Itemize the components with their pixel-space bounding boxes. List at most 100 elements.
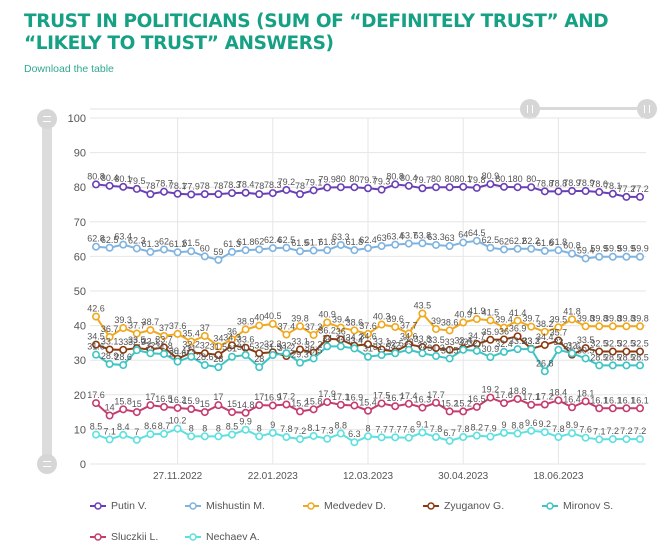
data-label: 33 [445,337,455,347]
data-label: 17.9 [318,389,336,399]
legend-item[interactable]: Zyuganov G. [423,500,504,512]
legend-item[interactable]: Medvedev D. [303,500,386,512]
legend-item[interactable]: Mishustin M. [185,500,265,512]
legend-item[interactable]: Sluczkii L. [90,531,158,543]
data-point [567,429,576,438]
legend-label: Mishustin M. [206,500,265,512]
data-label: 28 [213,354,223,364]
data-label: 40.9 [318,309,336,319]
range-slider-end-handle-icon[interactable] [637,99,657,119]
data-point [336,429,345,438]
data-label: 32 [567,340,577,350]
data-point [431,433,440,442]
data-point [132,184,141,193]
data-label: 63.3 [427,232,445,242]
data-point [200,408,209,417]
data-label: 7.6 [403,425,416,435]
data-point [323,398,332,407]
data-point [295,435,304,444]
data-point [173,424,182,433]
data-point [581,187,590,196]
data-label: 16.5 [155,394,173,404]
data-label: 43.5 [414,300,432,310]
data-label: 33.2 [522,336,540,346]
range-slider-start-handle-icon[interactable] [520,99,540,119]
data-point [228,408,237,417]
data-label: 7.2 [294,426,307,436]
vertical-range-slider-track[interactable] [42,118,52,464]
data-point [622,347,631,356]
data-label: 39.8 [291,313,309,323]
data-label: 62.5 [278,235,296,245]
data-point [391,180,400,189]
data-label: 17 [254,392,264,402]
data-point [105,360,114,369]
data-label: 10.2 [169,416,187,426]
data-label: 17 [145,392,155,402]
data-label: 80.1 [114,174,132,184]
vertical-slider-top-handle-icon[interactable] [37,109,57,129]
data-label: 31.6 [563,342,581,352]
y-tick-label: 50 [74,286,86,298]
data-point [173,329,182,338]
data-point [499,323,508,332]
data-point [445,407,454,416]
data-point [309,246,318,255]
data-point [350,401,359,410]
y-tick-label: 30 [74,355,86,367]
legend-item[interactable]: Nechaev A. [185,531,260,543]
data-label: 7.2 [620,426,633,436]
data-point [187,352,196,361]
download-table-link[interactable]: Download the table [24,63,114,75]
data-label: 36.9 [509,323,527,333]
data-point [336,342,345,351]
data-point [608,347,617,356]
data-label: 80 [349,174,359,184]
data-label: 80.8 [386,171,404,181]
data-label: 62.5 [101,235,119,245]
data-label: 28.6 [196,352,214,362]
data-label: 61.2 [169,239,187,249]
data-point [431,240,440,249]
data-label: 32 [145,340,155,350]
vertical-slider-bottom-handle-icon[interactable] [37,454,57,474]
legend-label: Nechaev A. [206,531,260,543]
data-label: 33.4 [454,335,472,345]
data-label: 28.5 [631,352,649,362]
data-point [282,330,291,339]
data-label: 33 [553,337,563,347]
data-point [214,255,223,264]
data-point [363,340,372,349]
data-point [431,344,440,353]
horizontal-range-slider-selection[interactable] [530,107,646,110]
data-point [418,428,427,437]
data-point [567,249,576,258]
data-label: 78 [145,181,155,191]
data-point [323,246,332,255]
horizontal-range-slider-track[interactable] [90,108,645,110]
data-label: 32.5 [618,339,636,349]
data-label: 61.8 [318,237,336,247]
data-label: 31.5 [373,342,391,352]
x-tick-label: 30.04.2023 [438,471,488,482]
data-label: 17.6 [495,390,513,400]
legend-item[interactable]: Mironov S. [542,500,613,512]
data-point [635,361,644,370]
data-label: 14.8 [237,400,255,410]
data-point [119,324,128,333]
data-label: 59.9 [590,244,608,254]
data-point [132,346,141,355]
data-point [622,252,631,261]
data-point [431,325,440,334]
data-point [391,433,400,442]
data-point [146,349,155,358]
data-point [350,438,359,447]
data-label: 62 [499,236,509,246]
data-label: 16.2 [169,395,187,405]
data-point [336,400,345,409]
data-point [323,183,332,192]
data-point [635,252,644,261]
data-label: 33 [458,337,468,347]
data-point [268,401,277,410]
legend-item[interactable]: Putin V. [90,500,147,512]
